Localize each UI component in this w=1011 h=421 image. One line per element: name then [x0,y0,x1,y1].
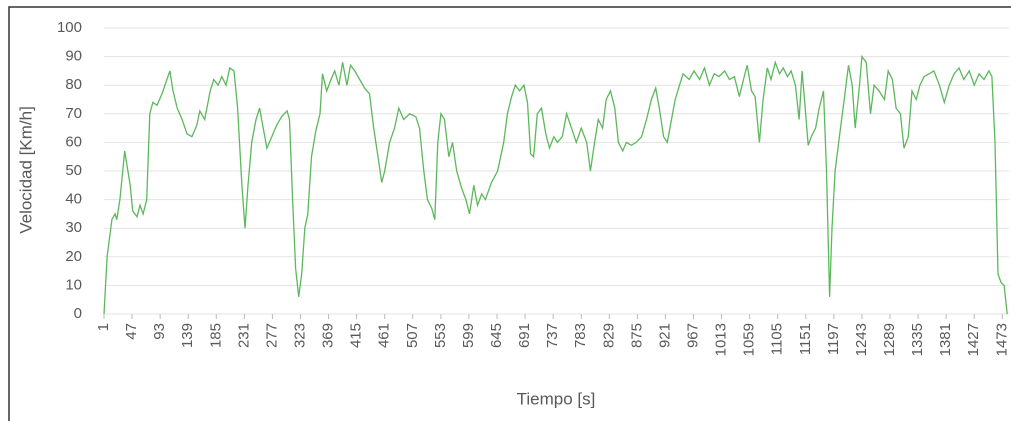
x-tick-label: 47 [123,323,140,340]
x-tick-label: 1197 [825,323,842,355]
x-tick-label: 1243 [853,323,870,356]
x-tick-label: 829 [600,323,617,348]
x-tick-label: 875 [628,323,645,348]
x-tick-label: 737 [544,323,561,348]
y-tick-label: 100 [57,19,82,36]
y-tick-label: 90 [65,48,82,65]
y-axis-label: Velocidad [Km/h] [16,106,35,234]
x-tick-label: 1059 [741,323,758,356]
y-tick-label: 20 [65,248,82,265]
x-tick-label: 231 [235,323,252,348]
x-tick-label: 1013 [713,323,730,356]
x-axis-label: Tiempo [s] [517,389,596,408]
y-tick-label: 0 [74,305,82,322]
x-tick-label: 185 [207,323,224,348]
x-tick-label: 323 [291,323,308,348]
y-tick-label: 40 [65,191,82,208]
y-tick-label: 50 [65,162,82,179]
x-tick-label: 553 [432,323,449,348]
x-tick-label: 967 [684,323,701,348]
x-tick-label: 1 [95,323,112,331]
x-tick-label: 461 [376,323,393,348]
x-tick-label: 645 [488,323,505,348]
x-tick-label: 1289 [881,323,898,356]
x-tick-label: 599 [460,323,477,348]
x-tick-label: 1473 [993,323,1010,356]
x-tick-label: 93 [151,323,168,340]
y-tick-label: 30 [65,219,82,236]
y-tick-label: 10 [65,276,82,293]
line [103,54,1008,315]
x-tick-label: 369 [320,323,337,348]
x-tick-label: 1335 [909,323,926,356]
x-tick-label: 921 [656,323,673,348]
x-tick-label: 139 [179,323,196,348]
x-tick-label: 415 [348,323,365,348]
x-tick-label: 691 [516,323,533,348]
x-tick-label: 1427 [965,323,982,356]
y-tick-label: 70 [65,105,82,122]
x-tick-label: 1105 [769,323,786,355]
x-tick-label: 507 [404,323,421,348]
x-tick-label: 1381 [937,323,954,356]
x-tick-label: 277 [263,323,280,348]
y-tick-label: 60 [65,133,82,150]
y-tick-label: 80 [65,76,82,93]
frame [8,6,1011,421]
x-tick-label: 783 [572,323,589,348]
x-tick-label: 1151 [797,323,814,355]
